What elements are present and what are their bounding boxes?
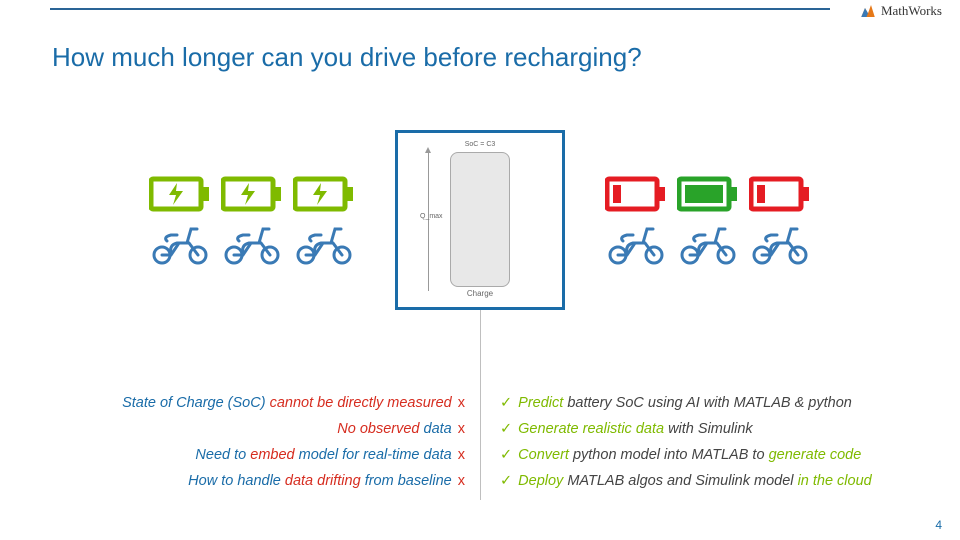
- low-battery-red-icon: [749, 175, 811, 213]
- left-graphics: [149, 175, 355, 265]
- graphics-row: SoC = C3 Q_max Charge: [0, 130, 960, 310]
- top-rule: [50, 8, 830, 10]
- phone-shape: [450, 152, 510, 287]
- challenge-item: No observed datax: [50, 416, 465, 442]
- slide-title: How much longer can you drive before rec…: [52, 42, 642, 73]
- vertical-divider: [480, 310, 481, 500]
- diagram-bottom-label: Charge: [467, 289, 493, 298]
- challenges-list: State of Charge (SoC) cannot be directly…: [50, 390, 465, 494]
- solution-item: ✓Convert python model into MATLAB to gen…: [500, 442, 930, 468]
- charging-battery-icon: [221, 175, 283, 213]
- diagram-side-label: Q_max: [420, 213, 443, 220]
- charging-battery-icon: [293, 175, 355, 213]
- low-battery-red-icon: [605, 175, 667, 213]
- solutions-list: ✓Predict battery SoC using AI with MATLA…: [500, 390, 930, 494]
- challenge-item: State of Charge (SoC) cannot be directly…: [50, 390, 465, 416]
- scooter-icon: [749, 223, 811, 265]
- mathworks-logo: MathWorks: [859, 2, 942, 20]
- challenge-item: Need to embed model for real-time datax: [50, 442, 465, 468]
- solution-item: ✓Predict battery SoC using AI with MATLA…: [500, 390, 930, 416]
- y-axis-arrow: [428, 151, 429, 291]
- full-battery-green-icon: [677, 175, 739, 213]
- battery-diagram: SoC = C3 Q_max Charge: [395, 130, 565, 310]
- mathworks-logo-text: MathWorks: [881, 3, 942, 19]
- solution-item: ✓Deploy MATLAB algos and Simulink model …: [500, 468, 930, 494]
- page-number: 4: [935, 518, 942, 532]
- scooter-icon: [293, 223, 355, 265]
- challenge-item: How to handle data drifting from baselin…: [50, 468, 465, 494]
- mathworks-logo-icon: [859, 2, 877, 20]
- scooter-icon: [677, 223, 739, 265]
- scooter-icon: [605, 223, 667, 265]
- scooter-icon: [149, 223, 211, 265]
- diagram-top-label: SoC = C3: [465, 141, 496, 148]
- scooter-icon: [221, 223, 283, 265]
- charging-battery-icon: [149, 175, 211, 213]
- right-graphics: [605, 175, 811, 265]
- solution-item: ✓Generate realistic data with Simulink: [500, 416, 930, 442]
